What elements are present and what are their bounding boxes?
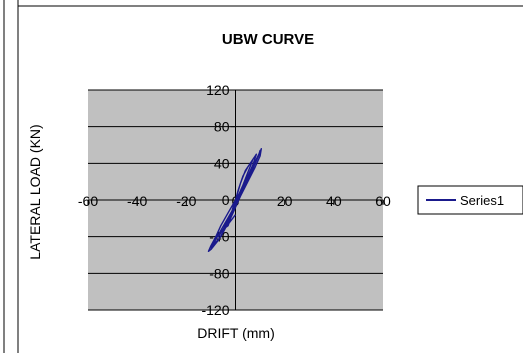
legend-label-series1: Series1: [460, 193, 504, 208]
x-tick-label: -40: [127, 193, 147, 209]
x-tick-label: -20: [176, 193, 196, 209]
series-line-1: [207, 147, 262, 253]
x-tick-label: 40: [326, 193, 342, 209]
x-tick-label: -60: [78, 193, 98, 209]
y-tick-label: 0: [222, 192, 230, 208]
x-tick-label: 20: [277, 193, 293, 209]
x-tick-label: 60: [375, 193, 391, 209]
y-tick-label: 40: [214, 155, 230, 171]
series-layer: [207, 147, 262, 253]
y-tick-label: -120: [201, 302, 229, 318]
x-axis-label: DRIFT (mm): [197, 325, 275, 341]
y-axis-label: LATERAL LOAD (KN): [27, 124, 43, 259]
y-tick-label: 120: [206, 82, 230, 98]
legend-box: [417, 185, 523, 215]
legend: Series1: [417, 185, 523, 215]
y-tick-label: -80: [209, 265, 229, 281]
chart-title: UBW CURVE: [222, 31, 314, 48]
y-tick-label: 80: [214, 119, 230, 135]
